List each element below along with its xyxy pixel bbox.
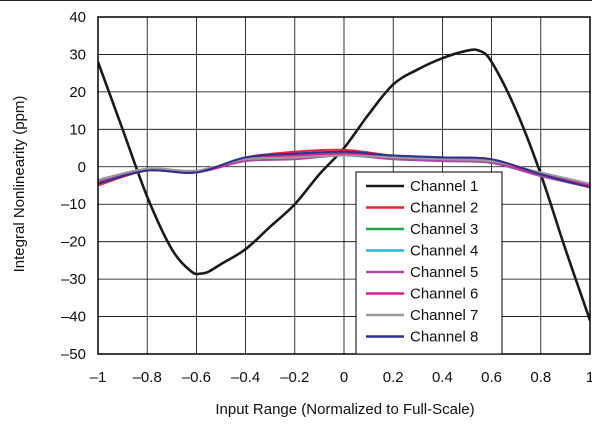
legend-entry-label: Channel 2 xyxy=(410,200,478,217)
legend-entry-label: Channel 3 xyxy=(410,221,478,238)
y-tick-label: 10 xyxy=(69,121,86,138)
x-tick-label: –1 xyxy=(90,369,107,386)
plot-frame xyxy=(97,16,591,355)
y-tick-label: –10 xyxy=(61,196,86,213)
x-tick-label: 0.2 xyxy=(383,369,404,386)
legend-entry-label: Channel 7 xyxy=(410,307,478,324)
y-axis-label: Integral Nonlinearity (ppm) xyxy=(11,96,28,273)
y-tick-label: 20 xyxy=(69,84,86,101)
legend-entry-label: Channel 5 xyxy=(410,264,478,281)
x-tick-label: 0 xyxy=(340,369,348,386)
x-tick-label: –0.8 xyxy=(133,369,162,386)
grid xyxy=(97,16,591,355)
x-tick-label: –0.4 xyxy=(231,369,260,386)
tick-labels: –1 –0.8 –0.6 –0.4 –0.2 0 0.2 0.4 0.6 0.8 1 –50 –40 –3… xyxy=(61,9,592,386)
legend-entry-label: Channel 4 xyxy=(410,243,478,260)
x-tick-label: 0.4 xyxy=(432,369,453,386)
top-rule xyxy=(0,0,592,1)
y-tick-label: –30 xyxy=(61,271,86,288)
series-lines xyxy=(98,48,590,321)
x-tick-label: 0.8 xyxy=(530,369,551,386)
y-tick-label: 0 xyxy=(78,159,86,176)
legend-entry-label: Channel 1 xyxy=(410,178,478,195)
y-tick-label: –40 xyxy=(61,309,86,326)
legend-entry-label: Channel 8 xyxy=(410,329,478,346)
x-tick-label: 0.6 xyxy=(481,369,502,386)
series-line-channel-1 xyxy=(98,48,590,321)
y-tick-label: –20 xyxy=(61,234,86,251)
y-tick-label: –50 xyxy=(61,346,86,363)
x-axis-label: Input Range (Normalized to Full-Scale) xyxy=(215,401,474,418)
y-tick-label: 40 xyxy=(69,9,86,26)
series-line-channel-8 xyxy=(98,150,590,189)
legend-box xyxy=(355,171,503,355)
x-tick-label: –0.2 xyxy=(280,369,309,386)
x-tick-label: 1 xyxy=(586,369,592,386)
x-tick-label: –0.6 xyxy=(182,369,211,386)
legend: Channel 1 Channel 2 Channel 3 Channel 4 Chan… xyxy=(355,171,503,355)
legend-entry-label: Channel 6 xyxy=(410,286,478,303)
y-tick-label: 30 xyxy=(69,46,86,63)
